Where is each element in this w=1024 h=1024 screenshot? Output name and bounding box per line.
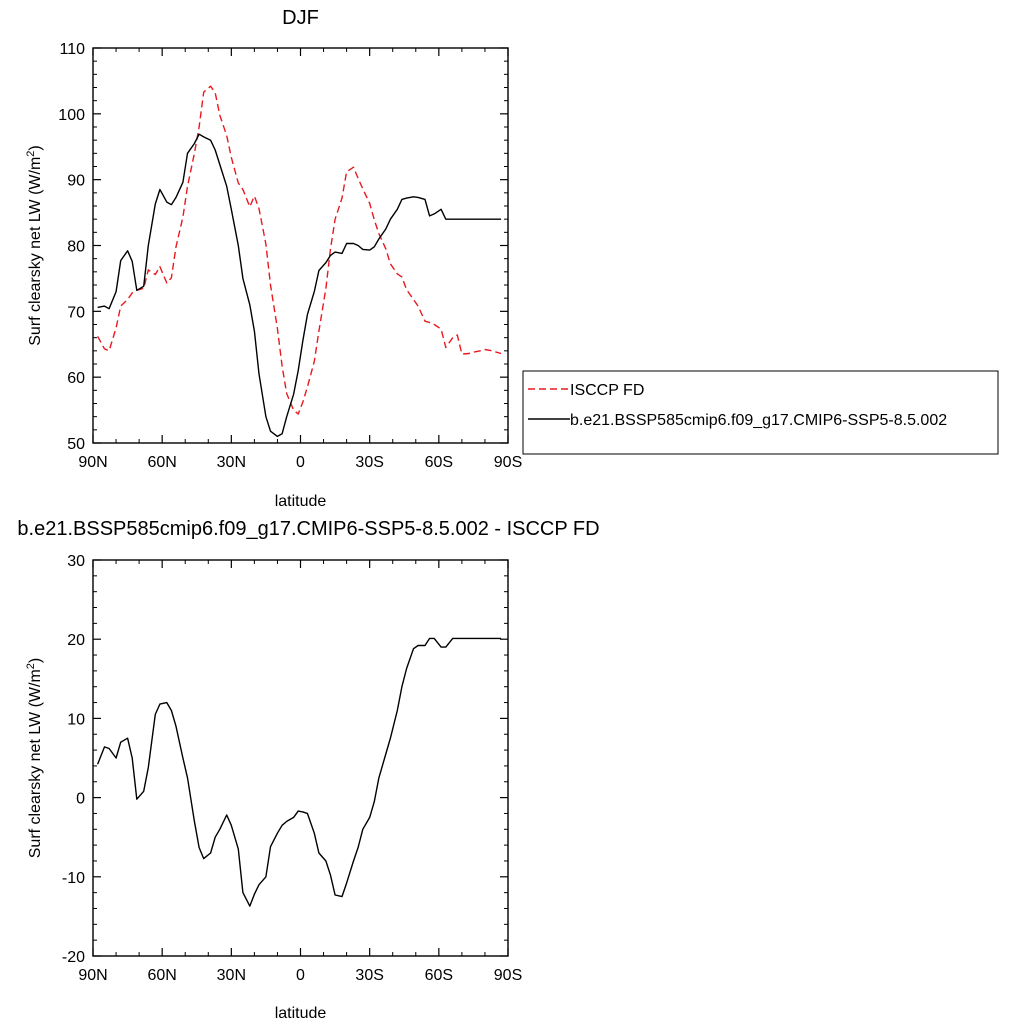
x-tick-label: 60N [147, 967, 176, 984]
y-axis-label: Surf clearsky net LW (W/m2) [25, 658, 44, 859]
chart-title: b.e21.BSSP585cmip6.f09_g17.CMIP6-SSP5-8.… [17, 518, 599, 540]
x-tick-label: 60N [147, 454, 176, 471]
y-axis-label-end: ) [27, 145, 44, 150]
x-tick-label: 30S [355, 454, 383, 471]
y-tick-label: 90 [67, 173, 85, 190]
x-tick-label: 90N [78, 967, 107, 984]
x-tick-label: 90S [494, 967, 522, 984]
x-tick-label: 60S [425, 454, 453, 471]
x-tick-label: 90S [494, 454, 522, 471]
x-tick-label: 90N [78, 454, 107, 471]
legend-box [522, 370, 999, 455]
legend: ISCCP FD b.e21.BSSP585cmip6.f09_g17.CMIP6… [522, 370, 999, 455]
x-axis-label: latitude [275, 1005, 327, 1022]
series-line-difference [96, 637, 502, 907]
y-tick-label: 0 [76, 791, 85, 808]
y-tick-label: 20 [67, 632, 85, 649]
x-tick-label: 30N [217, 454, 246, 471]
x-tick-label: 30S [355, 967, 383, 984]
y-tick-label: 50 [67, 436, 85, 453]
y-tick-label: -10 [62, 870, 85, 887]
plot-frame [92, 47, 509, 444]
y-axis-label: Surf clearsky net LW (W/m2) [25, 145, 44, 346]
y-tick-label: 110 [59, 41, 85, 58]
legend-label: ISCCP FD [570, 382, 644, 399]
y-tick-label: 10 [67, 711, 85, 728]
y-axis-label-text: Surf clearsky net LW (W/m [27, 669, 44, 858]
y-tick-label: 30 [67, 553, 85, 570]
legend-label: b.e21.BSSP585cmip6.f09_g17.CMIP6-SSP5-8.… [570, 412, 947, 429]
y-tick-label: 60 [67, 370, 85, 387]
y-tick-label: 80 [67, 239, 85, 256]
y-tick-label: 100 [58, 107, 85, 124]
x-tick-label: 0 [296, 967, 305, 984]
plot-frame [92, 559, 509, 957]
x-tick-label: 60S [425, 967, 453, 984]
panel-bottom: b.e21.BSSP585cmip6.f09_g17.CMIP6-SSP5-8.… [17, 518, 599, 1022]
y-axis-label-sup: 2 [25, 151, 37, 157]
x-tick-label: 30N [217, 967, 246, 984]
y-axis-label-sup: 2 [25, 663, 37, 669]
y-axis-label-end: ) [27, 658, 44, 663]
x-tick-label: 0 [296, 454, 305, 471]
x-axis-label: latitude [275, 493, 327, 510]
chart-title: DJF [282, 7, 319, 29]
y-tick-label: 70 [67, 304, 85, 321]
y-tick-label: -20 [62, 949, 85, 966]
y-axis-label-text: Surf clearsky net LW (W/m [27, 157, 44, 346]
series-line-b-e21-bssp585cmip6-f09-g17-cmip6-ssp5-8-5-002 [97, 133, 502, 438]
panel-top: DJF 90N 60N 30N 0 30S 60S 90S 50 60 70 80 90 100 110 la… [25, 7, 522, 510]
